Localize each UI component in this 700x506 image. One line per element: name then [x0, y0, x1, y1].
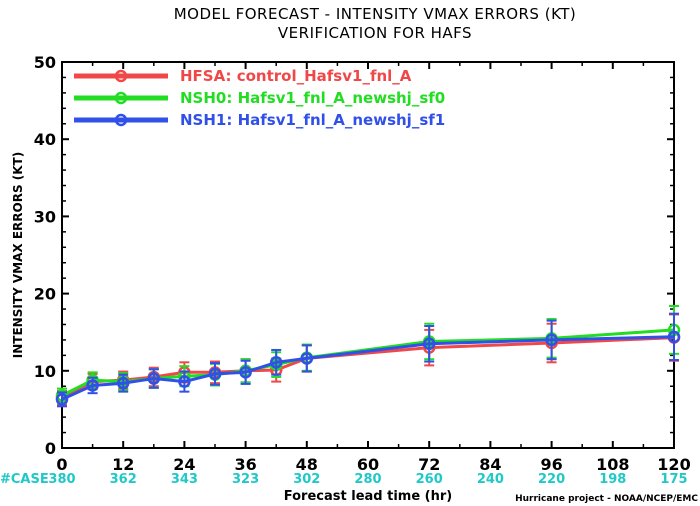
series-layer [55, 304, 681, 408]
data-point [116, 376, 130, 390]
y-tick-label: 40 [34, 130, 56, 149]
case-count: 175 [660, 472, 687, 487]
x-tick-label: 24 [173, 455, 195, 474]
case-count: 380 [48, 472, 75, 487]
y-axis: 0 10 20 30 40 50 [34, 53, 674, 458]
y-tick-label: 30 [34, 207, 56, 226]
data-point [545, 333, 558, 347]
case-count: 343 [171, 472, 198, 487]
y-tick-label: 20 [34, 285, 56, 304]
data-point [667, 330, 681, 344]
x-tick-label: 60 [357, 455, 379, 474]
x-tick-label: 84 [479, 455, 501, 474]
y-tick-label: 0 [45, 439, 56, 458]
case-label: #CASE [0, 472, 49, 487]
x-tick-label: 0 [56, 455, 67, 474]
y-tick-label: 50 [34, 53, 56, 72]
legend-entry-1: NSH0: Hafsv1_fnl_A_newshj_sf0 [74, 89, 445, 107]
x-tick-label: 12 [112, 455, 134, 474]
x-tick-label: 48 [296, 455, 318, 474]
x-tick-label: 120 [657, 455, 690, 474]
data-point [86, 379, 99, 392]
legend: HFSA: control_Hafsv1_fnl_A NSH0: Hafsv1_f… [74, 67, 445, 129]
legend-label: NSH0: Hafsv1_fnl_A_newshj_sf0 [180, 89, 445, 107]
case-count: 240 [477, 472, 504, 487]
data-point [269, 356, 283, 369]
legend-entry-2: NSH1: Hafsv1_fnl_A_newshj_sf1 [74, 111, 445, 129]
legend-swatch-marker [114, 113, 128, 127]
case-counts: 380 362 343 323 302 280 260 240 220 198 175 [48, 472, 687, 487]
legend-entry-0: HFSA: control_Hafsv1_fnl_A [74, 67, 412, 85]
data-point [422, 337, 436, 351]
series-0 [55, 313, 681, 406]
data-point [208, 367, 222, 381]
x-tick-label: 72 [418, 455, 440, 474]
legend-label: NSH1: Hafsv1_fnl_A_newshj_sf1 [180, 111, 445, 129]
chart-title: MODEL FORECAST - INTENSITY VMAX ERRORS (… [174, 5, 577, 23]
data-point [147, 372, 161, 385]
data-point [300, 352, 314, 365]
data-point [178, 375, 191, 388]
legend-label: HFSA: control_Hafsv1_fnl_A [180, 67, 412, 85]
case-count: 323 [232, 472, 259, 487]
case-count: 362 [110, 472, 137, 487]
legend-swatch-marker [114, 69, 128, 83]
case-count: 198 [599, 472, 626, 487]
x-tick-label: 36 [234, 455, 256, 474]
y-tick-label: 10 [34, 362, 56, 381]
x-axis: 0 12 24 36 48 60 72 84 96 108 120 [56, 62, 691, 474]
case-count: 260 [416, 472, 443, 487]
data-point [55, 393, 69, 406]
series-2 [55, 312, 681, 408]
legend-swatch-marker [114, 91, 128, 105]
case-count: 220 [538, 472, 565, 487]
chart-subtitle: VERIFICATION FOR HAFS [278, 24, 472, 42]
y-axis-label: INTENSITY VMAX ERRORS (KT) [11, 152, 25, 358]
data-point [239, 366, 252, 379]
x-tick-label: 108 [596, 455, 629, 474]
case-count: 280 [354, 472, 381, 487]
x-axis-label: Forecast lead time (hr) [284, 489, 452, 504]
credit-text: Hurricane project - NOAA/NCEP/EMC [515, 494, 698, 504]
case-count: 302 [293, 472, 320, 487]
x-tick-label: 96 [540, 455, 562, 474]
